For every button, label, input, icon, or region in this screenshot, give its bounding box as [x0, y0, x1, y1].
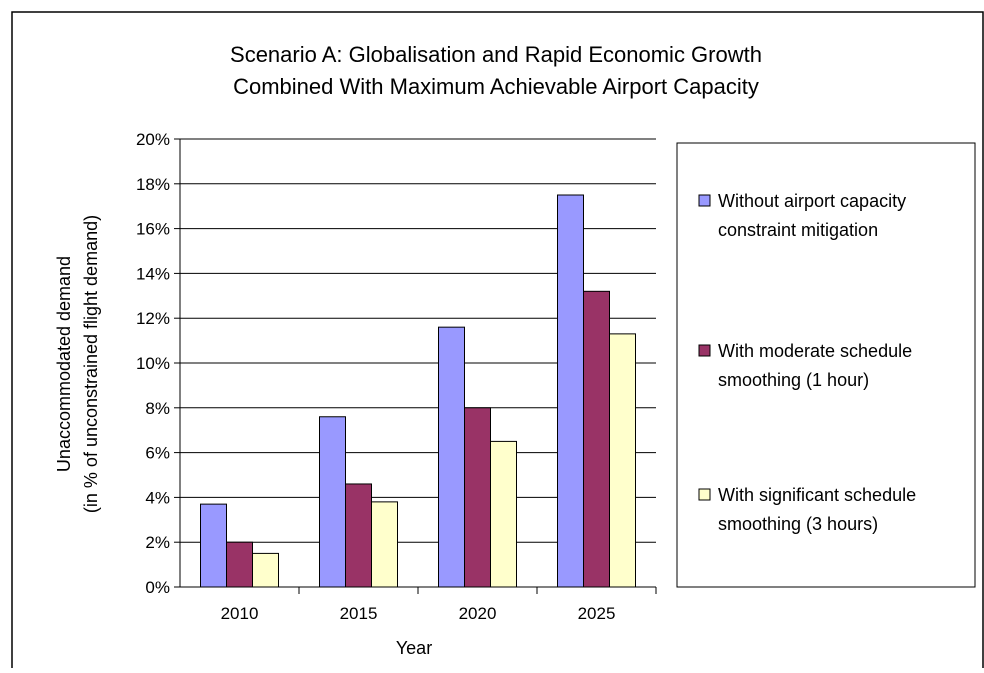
y-axis-title-line-1: Unaccommodated demand	[54, 256, 74, 472]
y-tick-label: 8%	[145, 399, 170, 418]
y-tick-labels: 0% 2% 4% 6% 8% 10% 12% 14% 16% 18% 20%	[136, 130, 170, 597]
legend-swatch	[698, 344, 711, 357]
bar	[609, 333, 636, 588]
x-tick-label: 2020	[459, 604, 497, 623]
x-tick-label: 2025	[578, 604, 616, 623]
bar	[252, 552, 279, 588]
legend-label: smoothing (1 hour)	[718, 370, 869, 390]
bar	[464, 407, 491, 588]
bar	[319, 416, 346, 588]
bar	[490, 440, 517, 588]
y-tick-label: 18%	[136, 175, 170, 194]
y-tick-label: 6%	[145, 444, 170, 463]
y-tick-label: 10%	[136, 354, 170, 373]
legend-label: Without airport capacity	[718, 191, 906, 211]
bar	[226, 541, 253, 588]
x-axis-title: Year	[396, 638, 432, 658]
bar	[371, 501, 398, 588]
legend-swatch	[698, 488, 711, 501]
bar	[583, 290, 610, 588]
x-tick-label: 2015	[340, 604, 378, 623]
y-tick-label: 0%	[145, 578, 170, 597]
axes	[174, 138, 657, 594]
gridlines	[180, 138, 656, 543]
bar	[345, 483, 372, 588]
legend-label: smoothing (3 hours)	[718, 514, 878, 534]
bar	[200, 503, 227, 588]
chart-title-line-1: Scenario A: Globalisation and Rapid Econ…	[230, 42, 762, 67]
bar	[438, 326, 465, 588]
x-tick-labels: 2010 2015 2020 2025	[221, 604, 616, 623]
bars	[200, 194, 636, 588]
legend: Without airport capacity constraint mitig…	[676, 142, 976, 588]
y-tick-label: 12%	[136, 309, 170, 328]
y-tick-label: 20%	[136, 130, 170, 149]
chart-border	[11, 11, 984, 668]
legend-label: With moderate schedule	[718, 341, 912, 361]
legend-label: constraint mitigation	[718, 220, 878, 240]
y-tick-label: 14%	[136, 264, 170, 283]
legend-swatch	[698, 194, 711, 207]
x-tick-label: 2010	[221, 604, 259, 623]
legend-box	[676, 142, 976, 588]
bar	[557, 194, 584, 588]
legend-label: With significant schedule	[718, 485, 916, 505]
y-tick-label: 2%	[145, 533, 170, 552]
chart-title-line-2: Combined With Maximum Achievable Airport…	[233, 74, 759, 99]
y-axis-title-line-2: (in % of unconstrained flight demand)	[81, 215, 101, 513]
y-tick-label: 16%	[136, 220, 170, 239]
y-axis-title: Unaccommodated demand (in % of unconstra…	[54, 215, 101, 513]
y-tick-label: 4%	[145, 488, 170, 507]
